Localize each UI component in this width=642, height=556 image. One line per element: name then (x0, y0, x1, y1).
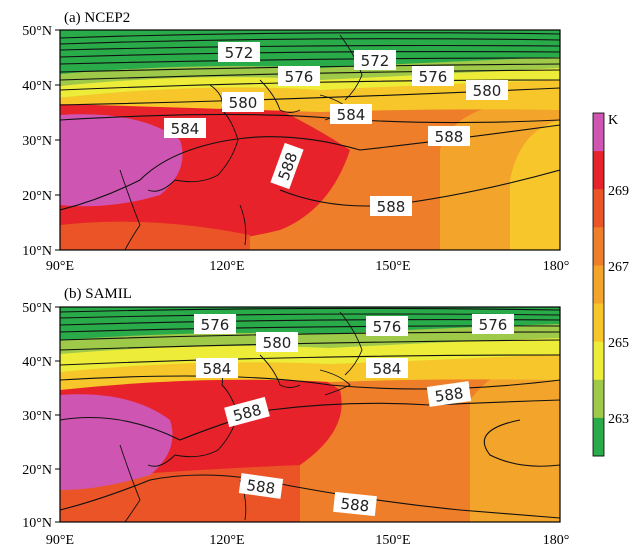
colorbar-swatch (593, 265, 604, 305)
panel-a-contour-labels: 572 576 580 584 588 588 572 576 580 584 … (164, 42, 508, 216)
colorbar-tick-label: 269 (608, 184, 629, 199)
svg-text:572: 572 (225, 44, 254, 62)
panel-b-contour-labels: 576 580 576 576 584 584 588 588 588 588 (194, 314, 514, 517)
contour-label: 580 (222, 92, 264, 112)
panel-a: 572 576 580 584 588 588 572 576 580 584 … (59, 10, 561, 251)
lat-tick-label: 50°N (22, 301, 52, 316)
svg-text:584: 584 (171, 120, 200, 138)
lat-tick-label: 10°N (22, 516, 52, 531)
lon-tick-label: 180° (543, 533, 570, 548)
colorbar-swatch (593, 227, 604, 266)
colorbar-swatch (593, 113, 604, 152)
contour-label: 584 (330, 104, 372, 124)
contour-label: 588 (370, 196, 412, 216)
lat-tick-label: 30°N (22, 134, 52, 149)
panel-b-title: (b) SAMIL (64, 286, 132, 302)
svg-text:584: 584 (337, 106, 366, 124)
colorbar-swatch (593, 379, 604, 419)
svg-text:572: 572 (361, 52, 390, 70)
svg-text:588: 588 (245, 476, 276, 498)
lat-tick-label: 40°N (22, 355, 52, 370)
contour-label: 588 (224, 396, 270, 428)
colorbar-swatch (593, 189, 604, 228)
panel-b-lon-ticks: 90°E 120°E 150°E 180° (46, 533, 569, 548)
panel-a-title: (a) NCEP2 (64, 10, 130, 26)
contour-label: 576 (366, 316, 408, 336)
contour-label: 588 (333, 491, 377, 517)
panel-b-lat-ticks: 50°N 40°N 30°N 20°N 10°N (22, 301, 60, 531)
colorbar-swatch (593, 417, 604, 457)
contour-label: 576 (472, 314, 514, 334)
contour-label: 576 (278, 66, 320, 86)
svg-text:576: 576 (419, 68, 448, 86)
lon-tick-label: 120°E (209, 259, 244, 274)
colorbar-swatch (593, 341, 604, 381)
svg-text:576: 576 (285, 68, 314, 86)
contour-label: 576 (412, 66, 454, 86)
svg-text:584: 584 (203, 360, 232, 378)
svg-text:576: 576 (201, 316, 230, 334)
panel-a-lon-ticks: 90°E 120°E 150°E 180° (46, 259, 569, 274)
colorbar-tick-label: 265 (608, 336, 629, 351)
contour-label: 584 (196, 358, 238, 378)
contour-label: 580 (466, 80, 508, 100)
contour-label: 588 (426, 381, 472, 407)
colorbar-swatches (593, 113, 604, 457)
contour-label: 588 (238, 473, 284, 499)
lon-tick-label: 90°E (46, 533, 74, 548)
svg-text:588: 588 (377, 198, 406, 216)
contour-label: 584 (164, 118, 206, 138)
colorbar-swatch (593, 303, 604, 343)
svg-text:588: 588 (340, 495, 370, 516)
svg-text:580: 580 (263, 334, 292, 352)
lat-tick-label: 30°N (22, 409, 52, 424)
contour-label: 580 (256, 332, 298, 352)
svg-text:580: 580 (229, 94, 258, 112)
contour-label: 572 (218, 42, 260, 62)
svg-text:580: 580 (473, 82, 502, 100)
panel-b-fill (60, 307, 560, 522)
panel-a-lat-ticks: 50°N 40°N 30°N 20°N 10°N (22, 24, 60, 259)
contour-label: 584 (366, 358, 408, 378)
lat-tick-label: 10°N (22, 244, 52, 259)
lon-tick-label: 90°E (46, 259, 74, 274)
svg-text:588: 588 (435, 128, 464, 146)
colorbar-tick-label: 267 (608, 260, 629, 275)
contour-label: 572 (354, 50, 396, 70)
colorbar-swatch (593, 151, 604, 190)
colorbar: K 269 267 265 263 (592, 112, 629, 457)
lat-tick-label: 50°N (22, 24, 52, 39)
contour-label: 588 (428, 126, 470, 146)
lat-tick-label: 40°N (22, 79, 52, 94)
colorbar-tick-label: 263 (608, 412, 629, 427)
panel-a-fill (60, 30, 560, 250)
contour-label: 576 (194, 314, 236, 334)
svg-text:576: 576 (373, 318, 402, 336)
lat-tick-label: 20°N (22, 463, 52, 478)
svg-text:588: 588 (434, 384, 465, 406)
colorbar-unit: K (608, 113, 618, 128)
lon-tick-label: 150°E (375, 259, 410, 274)
svg-text:584: 584 (373, 360, 402, 378)
svg-text:576: 576 (479, 316, 508, 334)
panel-b: 576 580 576 576 584 584 588 588 588 588 … (59, 286, 561, 523)
lon-tick-label: 120°E (209, 533, 244, 548)
lat-tick-label: 20°N (22, 189, 52, 204)
lon-tick-label: 150°E (375, 533, 410, 548)
lon-tick-label: 180° (543, 259, 570, 274)
